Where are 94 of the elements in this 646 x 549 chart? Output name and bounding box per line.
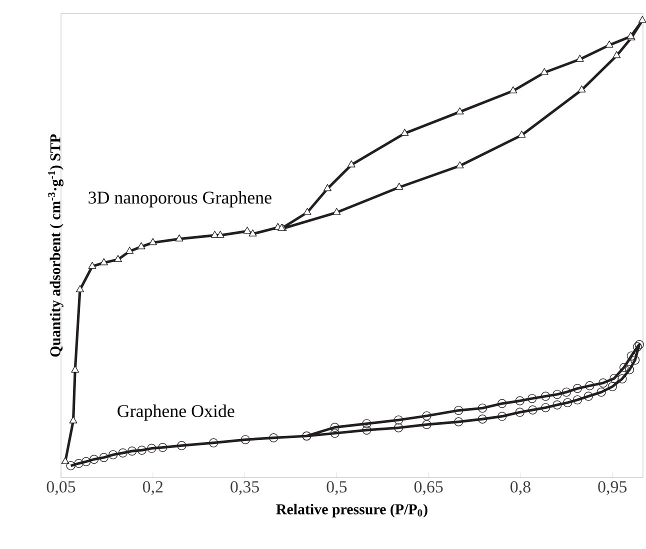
point: [324, 184, 332, 192]
x-tick-label: 0,2: [142, 481, 163, 495]
x-tick-label: 0,05: [46, 481, 76, 495]
point: [552, 400, 562, 410]
point: [572, 384, 582, 394]
point: [576, 54, 584, 62]
point: [330, 428, 340, 438]
point: [66, 461, 76, 470]
point: [605, 40, 614, 48]
point: [394, 415, 404, 425]
point: [619, 362, 629, 372]
point: [118, 448, 128, 458]
point: [128, 446, 137, 456]
point: [137, 446, 146, 455]
x-axis-title: Relative pressure (P/P$_{0}$): [276, 504, 428, 518]
x-tick-label: 0,8: [510, 481, 530, 495]
point: [248, 229, 257, 236]
x-tick-label: 0,95: [598, 481, 627, 495]
point: [626, 351, 636, 361]
point: [108, 450, 118, 460]
point: [82, 457, 91, 466]
point: [100, 258, 108, 266]
point: [456, 107, 464, 114]
y-axis-title: Quantity adsorbent ( cm$^{-3}$·g$^{-1}$) STP: [48, 134, 64, 357]
point: [478, 404, 488, 413]
x-tick-label: 0,35: [230, 481, 259, 495]
point: [630, 356, 640, 365]
point: [394, 423, 404, 432]
point: [126, 246, 134, 254]
point: [362, 426, 372, 435]
point: [454, 417, 464, 426]
point: [177, 441, 186, 450]
point: [216, 230, 224, 238]
point: [584, 392, 594, 401]
point: [99, 452, 108, 462]
point: [76, 285, 84, 292]
point: [90, 454, 99, 464]
x-tick-label: 0,65: [414, 481, 443, 495]
point: [608, 382, 617, 392]
point: [509, 86, 518, 94]
x-tick-label: 0,5: [326, 481, 347, 495]
point: [598, 378, 608, 388]
point: [71, 366, 80, 373]
point: [137, 242, 146, 250]
point: [269, 433, 278, 442]
point: [624, 365, 634, 374]
point: [498, 412, 507, 421]
point: [114, 254, 122, 262]
point: [148, 238, 157, 246]
point: [400, 128, 409, 136]
point: [395, 182, 404, 190]
point: [528, 394, 537, 404]
point: [74, 458, 84, 468]
point: [563, 398, 572, 408]
point: [61, 457, 70, 464]
point: [303, 208, 312, 215]
point: [541, 403, 550, 412]
point: [638, 16, 646, 23]
point: [456, 161, 464, 168]
point: [422, 420, 432, 430]
series-label: Graphene Oxide: [118, 404, 234, 421]
point: [362, 419, 372, 428]
point: [515, 396, 524, 406]
point: [540, 68, 548, 76]
point: [578, 85, 586, 92]
point: [528, 405, 538, 414]
point: [632, 342, 642, 352]
point: [478, 414, 488, 424]
point: [518, 130, 526, 138]
point: [175, 234, 184, 242]
point: [158, 442, 168, 452]
point: [147, 444, 156, 453]
point: [610, 374, 619, 383]
point: [596, 388, 606, 397]
point: [240, 435, 250, 444]
point: [585, 381, 594, 390]
point: [498, 398, 507, 408]
point: [330, 422, 340, 432]
point: [572, 395, 582, 404]
series-label: 3D nanoporous Graphene: [88, 191, 272, 208]
point: [618, 374, 627, 384]
point: [422, 411, 432, 420]
point: [552, 390, 562, 399]
point: [612, 51, 621, 58]
point: [515, 408, 524, 417]
point: [347, 160, 356, 168]
point: [88, 262, 96, 269]
point: [243, 226, 252, 234]
point: [208, 438, 218, 448]
point: [634, 340, 644, 350]
point: [454, 406, 464, 415]
point: [541, 392, 550, 401]
point: [332, 208, 341, 215]
point: [562, 388, 571, 397]
